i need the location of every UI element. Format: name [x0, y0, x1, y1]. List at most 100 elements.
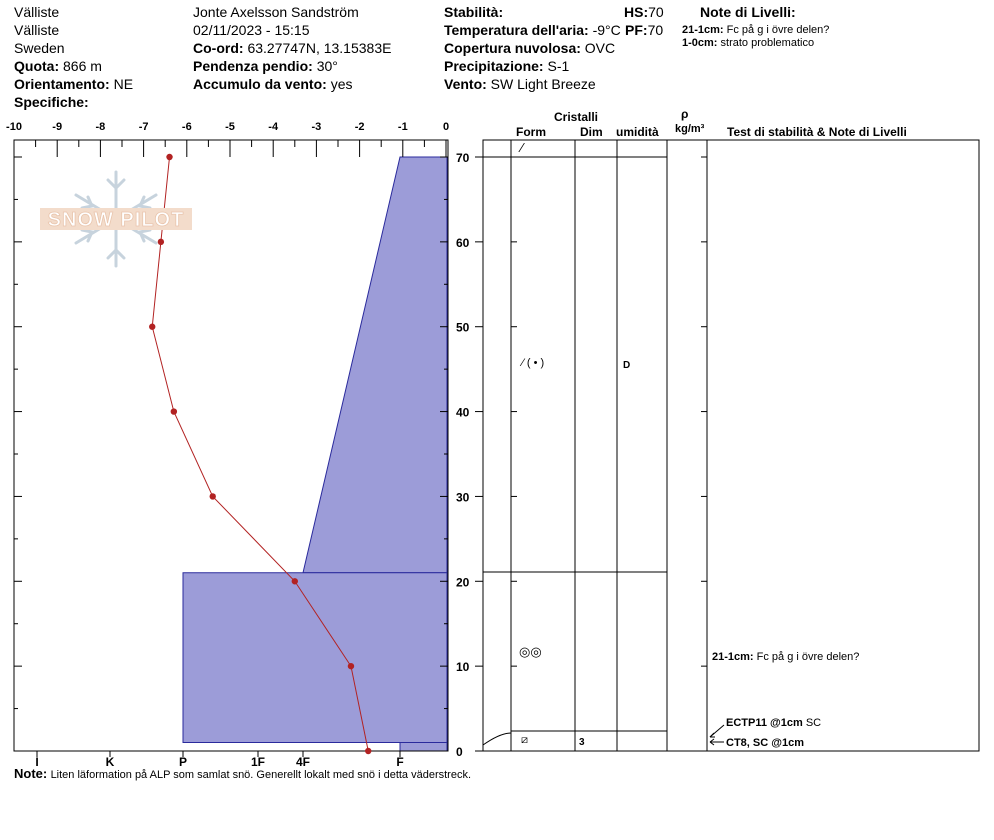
layer-notes-title: Note di Livelli:	[700, 4, 796, 20]
layer-form-2: ◎◎	[519, 644, 542, 659]
coord-label: Co-ord:	[193, 40, 244, 56]
temperature-axis: -10 -9 -8 -7 -6 -5 -4 -3 -2 -1 0	[6, 121, 449, 157]
hs-label: HS:	[624, 4, 649, 20]
layer-form-3: ⧄	[521, 734, 528, 746]
layer-note-2: 1-0cm: strato problematico	[682, 37, 814, 50]
temp-tick-label: -10	[6, 121, 22, 133]
layer-form-1: ⁄ ( • )	[522, 357, 545, 369]
wind-loading: Accumulo da vento: yes	[193, 75, 352, 93]
height-tick-label: 40	[456, 406, 470, 420]
observation-datetime: 02/11/2023 - 15:15	[193, 22, 310, 38]
snowflake-icon: SNOW PILOT	[40, 170, 192, 268]
temperature-point	[347, 662, 355, 670]
hardness-profile	[182, 156, 448, 752]
temperature-point	[170, 408, 178, 415]
layer-note-in-table: 21-1cm: Fc på g i övre delen?	[712, 651, 859, 664]
air-temp-label: Temperatura dell'aria:	[444, 22, 589, 38]
air-temp-value: -9°C	[592, 22, 621, 38]
stability-test-2: CT8, SC @1cm	[726, 737, 804, 749]
height-tick-label: 60	[456, 236, 470, 250]
height-tick-label: 20	[456, 575, 470, 589]
layer-form-top: ⁄	[521, 140, 524, 155]
temp-tick-label: -4	[268, 121, 279, 133]
temp-tick-label: -9	[52, 121, 62, 133]
precip-label: Precipitazione:	[444, 58, 544, 74]
height-tick-label: 30	[456, 490, 470, 504]
coordinates: Co-ord: 63.27747N, 13.15383E	[193, 39, 391, 57]
layer-note-text: Fc på g i övre delen?	[726, 24, 830, 36]
note-text: Fc på g i övre delen?	[756, 651, 860, 663]
note-label: Note:	[14, 766, 48, 781]
wind: Vento: SW Light Breeze	[444, 75, 596, 93]
density-header: ρ	[681, 107, 689, 121]
stability: Stabilità:	[444, 3, 503, 21]
air-temperature: Temperatura dell'aria: -9°C	[444, 21, 621, 39]
footer-note: Note: Liten läformation på ALP som samla…	[14, 766, 471, 781]
cloud-value: OVC	[584, 40, 616, 56]
layer-note-text: strato problematico	[720, 37, 815, 49]
form-header: Form	[516, 125, 546, 139]
location-name: Välliste	[14, 4, 60, 20]
temperature-point	[291, 578, 298, 585]
note-text: Liten läformation på ALP som samlat snö.…	[50, 769, 472, 781]
temp-tick-label: -5	[225, 121, 235, 133]
elevation-label: Quota:	[14, 58, 60, 74]
hardness-tick-label: I	[35, 755, 38, 769]
note-range: 21-1cm:	[712, 651, 754, 663]
height-tick-label: 0	[456, 745, 463, 759]
cristalli-header: Cristalli	[554, 110, 599, 124]
height-axis: 0 10 20 30 40 50 60 70	[14, 151, 470, 759]
aspect-value: NE	[113, 76, 134, 92]
wetness-header: umidità	[616, 125, 659, 139]
layer-table	[475, 139, 980, 752]
snowpilot-watermark: SNOW PILOT	[38, 170, 198, 270]
temp-tick-label: -1	[398, 121, 408, 133]
temp-tick-label: -3	[312, 121, 322, 133]
temp-tick-label: -2	[355, 121, 365, 133]
wind-loading-value: yes	[330, 76, 353, 92]
layer-note-range: 21-1cm:	[682, 24, 724, 36]
slope-value: 30°	[316, 58, 338, 74]
hs-value: 70	[648, 4, 664, 20]
elevation-value: 866 m	[63, 58, 102, 74]
pf-label: PF:	[625, 22, 648, 38]
hardness-layer-0	[302, 156, 448, 574]
height-tick-label: 50	[456, 321, 470, 335]
hardness-tick-label: K	[106, 755, 115, 769]
slope: Pendenza pendio: 30°	[193, 57, 338, 75]
temp-tick-label: 0	[443, 121, 449, 133]
site-name: Välliste	[14, 22, 60, 38]
penetration-foot: PF:70	[625, 21, 664, 39]
aspect: Orientamento: NE	[14, 75, 133, 93]
hardness-tick-label: 1F	[251, 755, 265, 769]
graph-frame	[13, 139, 449, 752]
temp-tick-label: -8	[96, 121, 106, 133]
hardness-layer-1	[182, 572, 448, 744]
density-unit: kg/m³	[675, 123, 705, 135]
observer-name: Jonte Axelsson Sandström	[193, 4, 359, 20]
temperature-point	[157, 238, 165, 246]
layer-note-1: 21-1cm: Fc på g i övre delen?	[682, 24, 829, 37]
table-frame	[482, 139, 980, 752]
test1-label: ECTP11 @1cm	[726, 717, 803, 729]
temperature-profile	[149, 153, 372, 755]
layer-note-range: 1-0cm:	[682, 37, 718, 49]
hardness-tick-label: 4F	[296, 755, 310, 769]
hardness-tick-label: F	[396, 755, 403, 769]
stability-label: Stabilità:	[444, 4, 504, 20]
snow-height: HS:70	[624, 3, 664, 21]
hardness-tick-label: P	[179, 755, 187, 769]
temperature-point	[365, 747, 372, 755]
specifics-label: Specifiche:	[14, 94, 89, 110]
layer-dim-3: 3	[579, 737, 585, 748]
watermark-text: SNOW PILOT	[48, 209, 185, 231]
wind-value: SW Light Breeze	[490, 76, 596, 92]
test1-code: SC	[805, 717, 822, 729]
height-tick-label: 70	[456, 151, 470, 165]
temperature-line	[151, 156, 369, 752]
cloud-cover: Copertura nuvolosa: OVC	[444, 39, 615, 57]
hardness-axis: I K P 1F 4F F	[35, 751, 404, 769]
precipitation: Precipitazione: S-1	[444, 57, 569, 75]
temp-tick-label: -7	[139, 121, 149, 133]
